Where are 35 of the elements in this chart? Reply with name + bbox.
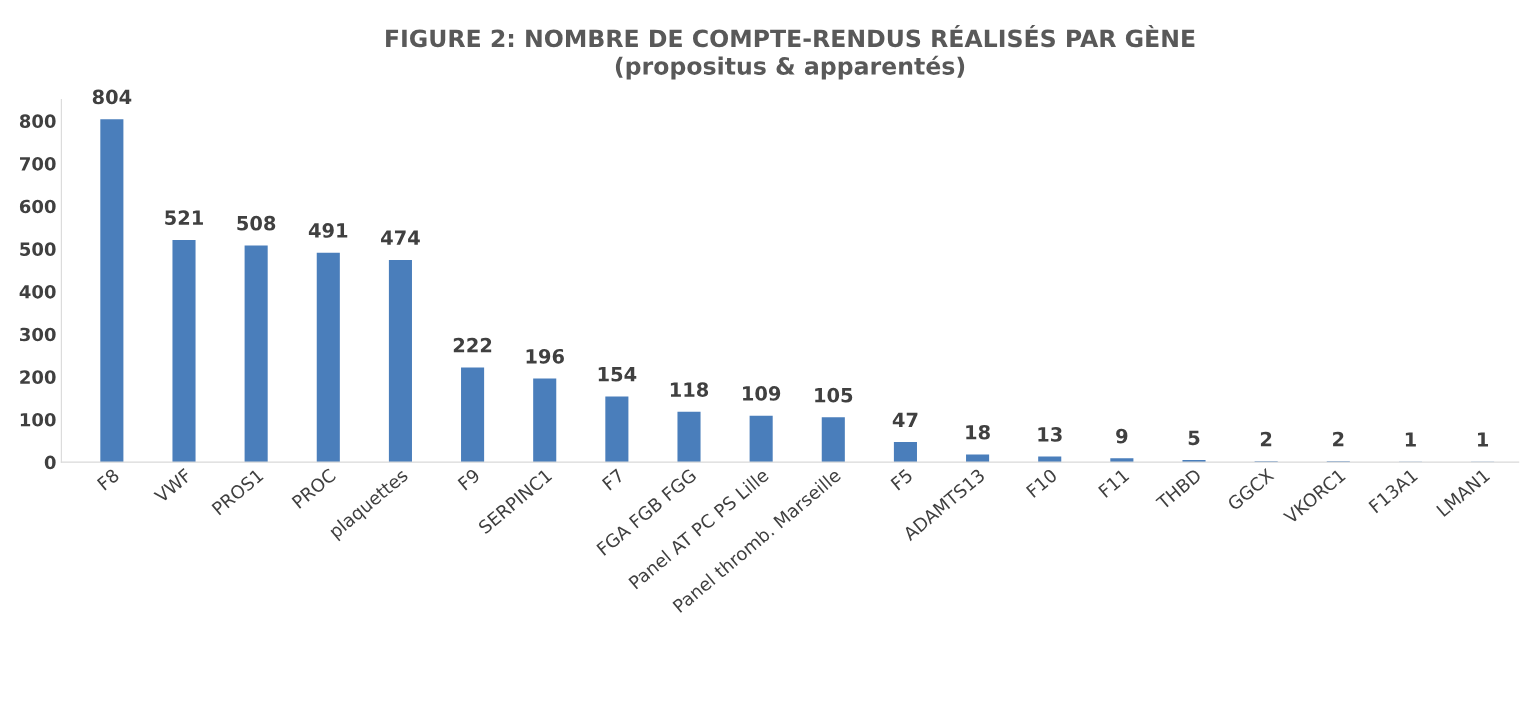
x-tick-label: F7 — [601, 468, 625, 491]
data-label: 18 — [966, 424, 990, 440]
data-label: 474 — [381, 230, 420, 245]
y-tick-label: 600 — [19, 199, 56, 214]
data-label: 2 — [1260, 431, 1272, 447]
y-tick-label: 200 — [20, 370, 56, 384]
data-label: 196 — [526, 348, 564, 364]
chart-title: FIGURE 2: NOMBRE DE COMPTE-RENDUS RÉALISÉS PAR GÈNE (propositus & apparentés) — [386, 25, 1195, 80]
data-label: 2 — [1333, 431, 1344, 447]
y-tick-label: 800 — [19, 114, 56, 128]
x-tick-label: F8 — [96, 468, 120, 491]
y-tick-label: 400 — [19, 284, 56, 299]
data-label: 5 — [1188, 430, 1200, 446]
data-label: 804 — [92, 89, 132, 105]
x-tick-label: F9 — [457, 468, 481, 491]
data-label: 109 — [743, 386, 781, 401]
data-label: 9 — [1116, 428, 1128, 444]
y-tick-label: 700 — [20, 156, 56, 171]
data-label: 118 — [670, 382, 709, 397]
x-tick-label: F11 — [1098, 468, 1130, 498]
data-label: 491 — [308, 223, 348, 238]
data-label: 13 — [1038, 427, 1062, 442]
data-label: 1 — [1405, 432, 1416, 447]
data-label: 47 — [892, 412, 918, 427]
data-label: 105 — [815, 387, 853, 403]
x-tick-label: F10 — [1025, 468, 1058, 499]
y-tick-label: 0 — [44, 455, 56, 470]
data-label: 222 — [453, 337, 492, 353]
y-tick-label: 300 — [20, 327, 56, 342]
data-label: 1 — [1478, 432, 1489, 447]
data-label: 154 — [598, 367, 637, 382]
data-label: 508 — [237, 215, 276, 231]
y-tick-label: 500 — [20, 242, 56, 256]
y-tick-label: 100 — [20, 412, 56, 427]
data-label: 521 — [165, 210, 203, 226]
